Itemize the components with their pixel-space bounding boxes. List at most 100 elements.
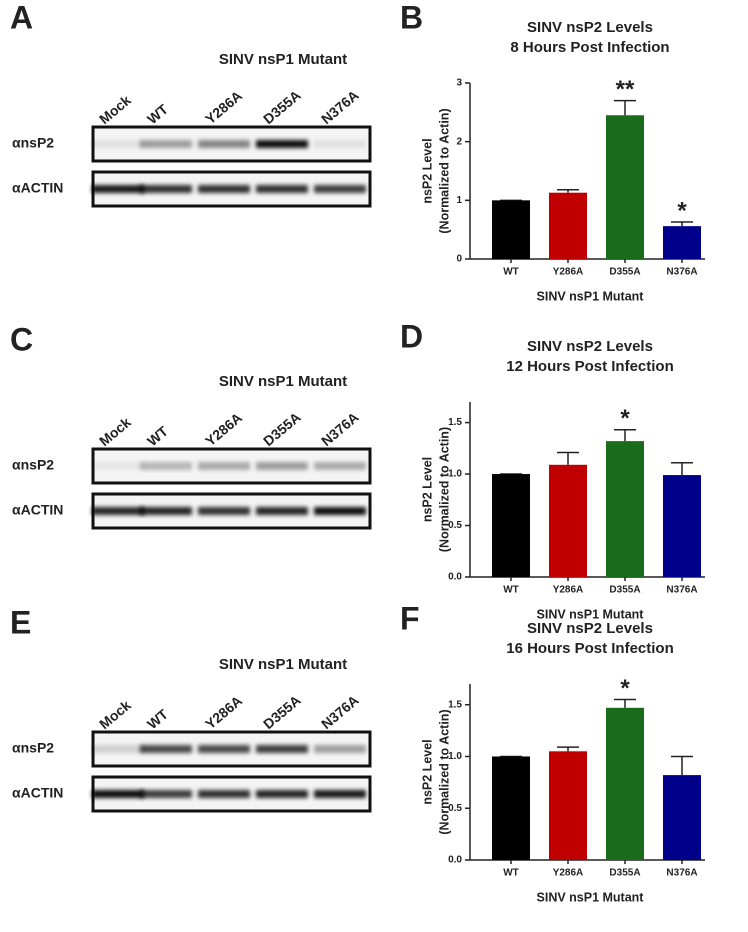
y-tick-label: 0.0	[448, 572, 462, 583]
y-axis-label: nsP2 Level	[420, 138, 434, 203]
band	[92, 140, 144, 148]
chart-title: 8 Hours Post Infection	[510, 39, 669, 56]
panel-label: E	[10, 604, 31, 640]
band	[140, 185, 192, 193]
band	[140, 745, 192, 753]
band	[92, 507, 144, 515]
band	[314, 745, 366, 753]
lane-label: N376A	[318, 692, 362, 732]
bar	[606, 707, 644, 860]
lane-label: Y286A	[202, 87, 245, 127]
x-tick-label: WT	[503, 267, 519, 278]
bar	[663, 226, 701, 259]
band	[314, 462, 366, 470]
y-tick-label: 0.5	[448, 520, 462, 531]
y-tick-label: 1.0	[448, 751, 462, 762]
lane-label: D355A	[260, 87, 304, 127]
bar	[663, 775, 701, 860]
band	[314, 507, 366, 515]
significance: *	[677, 197, 687, 224]
band	[198, 185, 250, 193]
bar	[492, 756, 530, 860]
band	[140, 507, 192, 515]
band	[314, 790, 366, 798]
y-tick-label: 1.5	[448, 699, 462, 710]
band	[256, 185, 308, 193]
bar	[606, 441, 644, 577]
y-tick-label: 3	[456, 78, 462, 89]
panel-label: D	[400, 318, 423, 354]
y-tick-label: 1.0	[448, 469, 462, 480]
row-label: αACTIN	[12, 180, 63, 196]
x-axis-label: SINV nsP1 Mutant	[537, 607, 645, 621]
x-tick-label: D355A	[609, 585, 640, 596]
y-tick-label: 0	[456, 254, 462, 265]
x-tick-label: N376A	[666, 267, 697, 278]
lane-label: Mock	[96, 92, 134, 127]
y-axis-label: nsP2 Level	[420, 739, 434, 804]
band	[198, 790, 250, 798]
row-label: αACTIN	[12, 502, 63, 518]
chart-title: 12 Hours Post Infection	[506, 358, 674, 375]
bar	[549, 751, 587, 860]
y-axis-label: (Normalized to Actin)	[437, 709, 451, 834]
band	[92, 790, 144, 798]
y-tick-label: 0.0	[448, 855, 462, 866]
x-tick-label: D355A	[609, 868, 640, 879]
lane-label: N376A	[318, 409, 362, 449]
band	[140, 790, 192, 798]
row-label: αnsP2	[12, 457, 54, 473]
significance: **	[616, 76, 635, 103]
panel-label: C	[10, 321, 33, 357]
significance: *	[620, 675, 630, 702]
x-tick-label: WT	[503, 585, 519, 596]
x-tick-label: N376A	[666, 585, 697, 596]
bar	[663, 475, 701, 577]
panel-label: A	[10, 0, 33, 35]
chart-title: SINV nsP2 Levels	[527, 338, 653, 355]
bar	[492, 474, 530, 577]
band	[198, 745, 250, 753]
x-tick-label: N376A	[666, 868, 697, 879]
band	[256, 140, 308, 148]
band	[140, 462, 192, 470]
lane-label: Mock	[96, 697, 134, 732]
y-tick-label: 1.5	[448, 417, 462, 428]
lane-label: D355A	[260, 409, 304, 449]
y-axis-label: (Normalized to Actin)	[437, 108, 451, 233]
chart-title: SINV nsP2 Levels	[527, 19, 653, 36]
bar	[549, 464, 587, 577]
lane-label: WT	[144, 101, 171, 128]
chart-title: 16 Hours Post Infection	[506, 640, 674, 657]
y-tick-label: 0.5	[448, 803, 462, 814]
x-axis-label: SINV nsP1 Mutant	[537, 890, 645, 904]
row-label: αACTIN	[12, 785, 63, 801]
band	[314, 185, 366, 193]
row-label: αnsP2	[12, 740, 54, 756]
lane-label: D355A	[260, 692, 304, 732]
y-axis-label: (Normalized to Actin)	[437, 427, 451, 552]
band	[256, 745, 308, 753]
bar	[549, 192, 587, 259]
x-tick-label: Y286A	[553, 868, 584, 879]
band	[198, 140, 250, 148]
lane-label: Y286A	[202, 409, 245, 449]
band	[256, 462, 308, 470]
y-axis-label: nsP2 Level	[420, 457, 434, 522]
chart-title: SINV nsP2 Levels	[527, 620, 653, 637]
band	[198, 462, 250, 470]
lane-label: WT	[144, 423, 171, 450]
lane-label: Y286A	[202, 692, 245, 732]
x-tick-label: Y286A	[553, 585, 584, 596]
y-tick-label: 1	[456, 195, 462, 206]
x-tick-label: WT	[503, 868, 519, 879]
bar	[492, 200, 530, 259]
x-tick-label: Y286A	[553, 267, 584, 278]
band	[92, 745, 144, 753]
row-label: αnsP2	[12, 135, 54, 151]
lane-label: WT	[144, 706, 171, 733]
band	[256, 507, 308, 515]
band	[92, 462, 144, 470]
y-tick-label: 2	[456, 136, 462, 147]
